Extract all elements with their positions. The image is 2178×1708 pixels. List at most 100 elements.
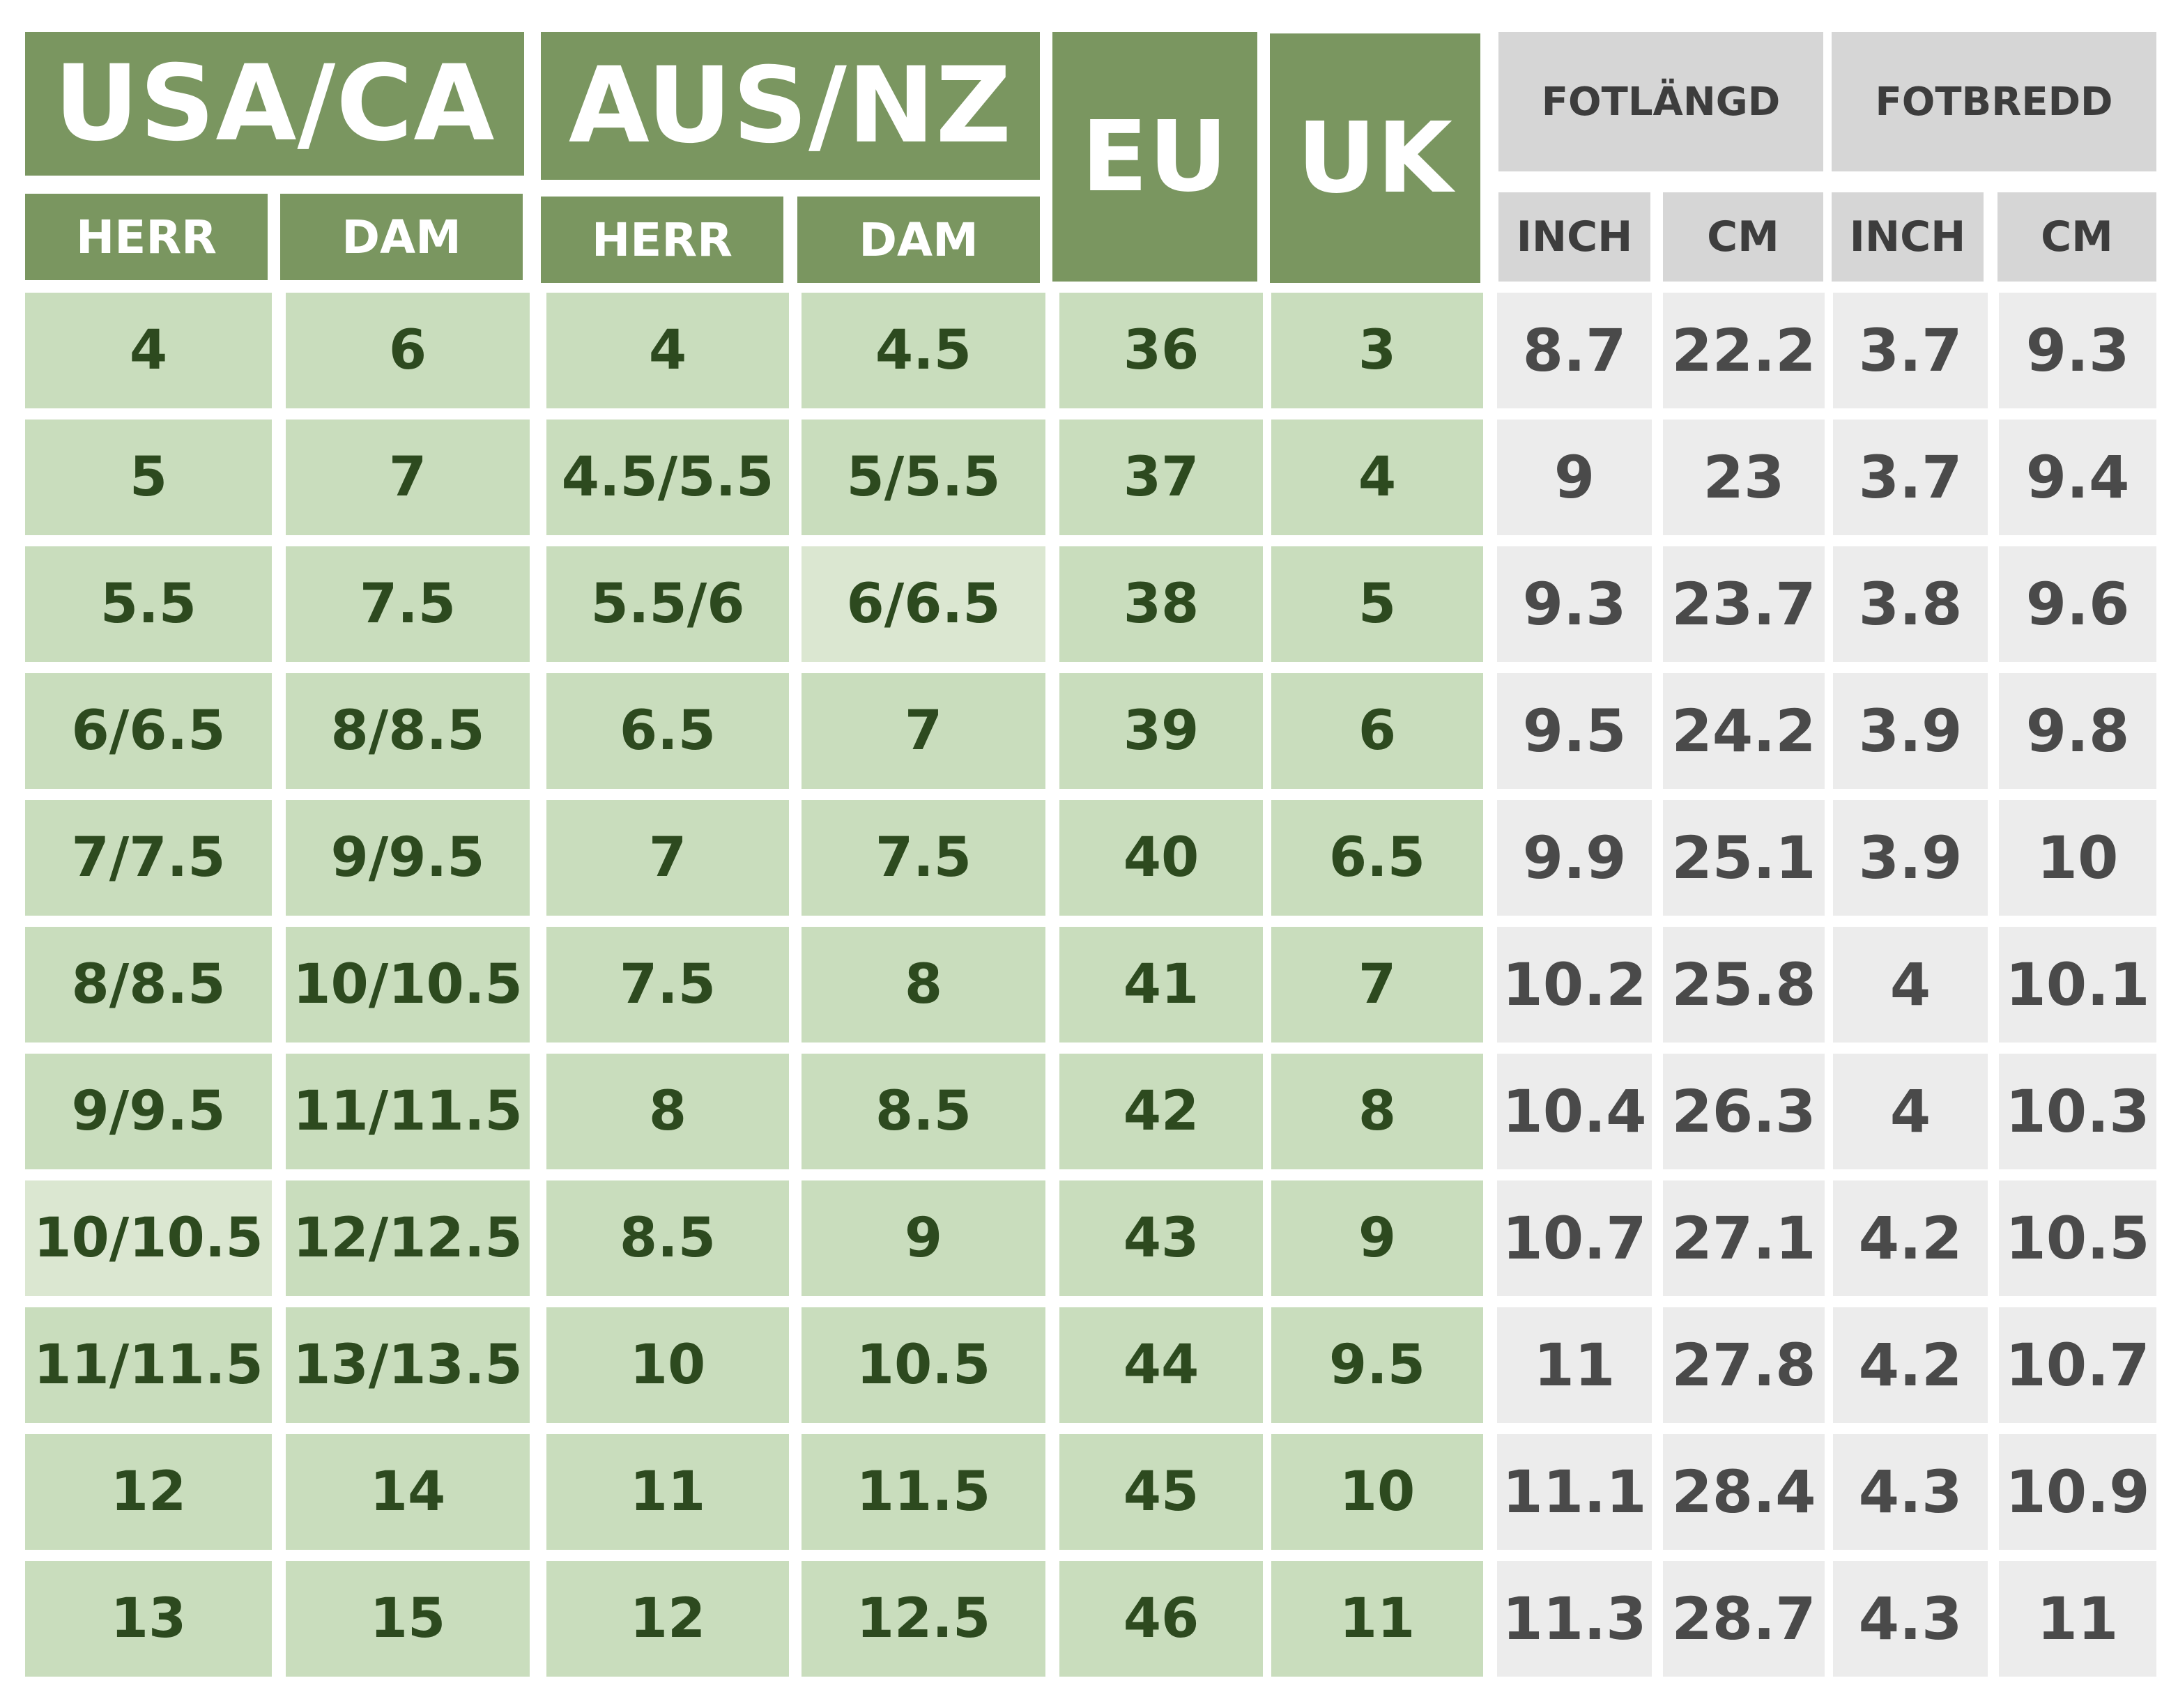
cell-fotlangd-inch: 10.7 (1497, 1180, 1652, 1296)
cell-usa-herr: 6/6.5 (25, 673, 272, 789)
cell-fotbredd-inch: 3.8 (1833, 546, 1988, 662)
cell-fotlangd-inch: 11 (1497, 1307, 1652, 1423)
cell-uk: 10 (1271, 1434, 1483, 1550)
cell-usa-herr: 12 (25, 1434, 272, 1550)
cell-usa-herr: 13 (25, 1561, 272, 1677)
cell-uk: 11 (1271, 1561, 1483, 1677)
cell-eu: 37 (1059, 420, 1263, 535)
subheader-aus-herr: HERR (541, 197, 783, 283)
subheader-usa-dam: DAM (280, 194, 523, 280)
cell-aus-dam: 4.5 (802, 293, 1045, 408)
cell-usa-dam: 14 (286, 1434, 530, 1550)
cell-fotbredd-inch: 4.2 (1833, 1307, 1988, 1423)
cell-fotbredd-cm: 10.1 (1999, 927, 2156, 1043)
cell-eu: 46 (1059, 1561, 1263, 1677)
cell-aus-herr: 8 (546, 1054, 789, 1169)
cell-usa-dam: 11/11.5 (286, 1054, 530, 1169)
subheader-fotlangd-cm: CM (1663, 192, 1823, 282)
cell-fotlangd-inch: 10.4 (1497, 1054, 1652, 1169)
cell-fotbredd-cm: 10.9 (1999, 1434, 2156, 1550)
cell-usa-dam: 8/8.5 (286, 673, 530, 789)
cell-fotbredd-inch: 4.3 (1833, 1434, 1988, 1550)
subheader-aus-dam: DAM (797, 197, 1040, 283)
cell-fotbredd-cm: 10.3 (1999, 1054, 2156, 1169)
subheader-fotlangd-inch: INCH (1498, 192, 1650, 282)
header-uk: UK (1270, 33, 1480, 283)
cell-aus-herr: 4.5/5.5 (546, 420, 789, 535)
cell-fotbredd-cm: 11 (1999, 1561, 2156, 1677)
header-eu: EU (1052, 32, 1257, 282)
cell-uk: 4 (1271, 420, 1483, 535)
cell-aus-dam: 7.5 (802, 800, 1045, 916)
cell-fotlangd-inch: 11.1 (1497, 1434, 1652, 1550)
cell-aus-dam: 5/5.5 (802, 420, 1045, 535)
cell-fotlangd-cm: 23 (1663, 420, 1825, 535)
subheader-fotbredd-inch: INCH (1832, 192, 1984, 282)
cell-aus-herr: 4 (546, 293, 789, 408)
cell-aus-dam: 11.5 (802, 1434, 1045, 1550)
cell-usa-herr: 5 (25, 420, 272, 535)
subheader-fotbredd-cm: CM (1997, 192, 2156, 282)
cell-usa-dam: 7 (286, 420, 530, 535)
cell-usa-herr: 10/10.5 (25, 1180, 272, 1296)
cell-usa-dam: 10/10.5 (286, 927, 530, 1043)
cell-fotlangd-inch: 9.3 (1497, 546, 1652, 662)
cell-aus-dam: 12.5 (802, 1561, 1045, 1677)
cell-aus-dam: 9 (802, 1180, 1045, 1296)
cell-fotbredd-inch: 3.9 (1833, 800, 1988, 916)
cell-usa-herr: 8/8.5 (25, 927, 272, 1043)
subheader-usa-herr: HERR (25, 194, 268, 280)
cell-usa-dam: 9/9.5 (286, 800, 530, 916)
cell-aus-dam: 7 (802, 673, 1045, 789)
cell-fotlangd-cm: 26.3 (1663, 1054, 1825, 1169)
cell-aus-dam: 10.5 (802, 1307, 1045, 1423)
cell-fotlangd-cm: 27.8 (1663, 1307, 1825, 1423)
cell-aus-herr: 11 (546, 1434, 789, 1550)
cell-fotbredd-inch: 4.3 (1833, 1561, 1988, 1677)
cell-aus-dam: 6/6.5 (802, 546, 1045, 662)
cell-fotbredd-cm: 10.7 (1999, 1307, 2156, 1423)
cell-fotlangd-inch: 8.7 (1497, 293, 1652, 408)
cell-eu: 43 (1059, 1180, 1263, 1296)
cell-usa-dam: 13/13.5 (286, 1307, 530, 1423)
cell-aus-herr: 6.5 (546, 673, 789, 789)
cell-aus-dam: 8.5 (802, 1054, 1045, 1169)
header-fotlangd: FOTLÄNGD (1498, 32, 1823, 171)
cell-fotbredd-cm: 9.8 (1999, 673, 2156, 789)
cell-usa-dam: 12/12.5 (286, 1180, 530, 1296)
cell-fotlangd-cm: 24.2 (1663, 673, 1825, 789)
header-usa-ca: USA/CA (25, 32, 524, 176)
cell-uk: 9 (1271, 1180, 1483, 1296)
cell-uk: 6.5 (1271, 800, 1483, 916)
header-aus-nz: AUS/NZ (541, 32, 1040, 180)
cell-fotlangd-cm: 25.1 (1663, 800, 1825, 916)
cell-fotbredd-cm: 9.6 (1999, 546, 2156, 662)
cell-fotlangd-cm: 23.7 (1663, 546, 1825, 662)
cell-fotbredd-inch: 4 (1833, 1054, 1988, 1169)
cell-eu: 40 (1059, 800, 1263, 916)
cell-fotbredd-cm: 9.3 (1999, 293, 2156, 408)
cell-fotbredd-cm: 10 (1999, 800, 2156, 916)
cell-fotbredd-inch: 4.2 (1833, 1180, 1988, 1296)
cell-fotlangd-cm: 28.4 (1663, 1434, 1825, 1550)
cell-eu: 45 (1059, 1434, 1263, 1550)
cell-fotlangd-inch: 9.9 (1497, 800, 1652, 916)
cell-aus-herr: 10 (546, 1307, 789, 1423)
cell-fotlangd-cm: 27.1 (1663, 1180, 1825, 1296)
cell-fotlangd-cm: 28.7 (1663, 1561, 1825, 1677)
cell-fotbredd-inch: 3.7 (1833, 420, 1988, 535)
cell-uk: 6 (1271, 673, 1483, 789)
cell-fotbredd-inch: 3.9 (1833, 673, 1988, 789)
cell-usa-herr: 5.5 (25, 546, 272, 662)
cell-eu: 44 (1059, 1307, 1263, 1423)
cell-aus-herr: 5.5/6 (546, 546, 789, 662)
cell-usa-herr: 11/11.5 (25, 1307, 272, 1423)
cell-uk: 9.5 (1271, 1307, 1483, 1423)
cell-usa-dam: 7.5 (286, 546, 530, 662)
cell-fotbredd-inch: 4 (1833, 927, 1988, 1043)
cell-aus-herr: 7.5 (546, 927, 789, 1043)
cell-fotbredd-cm: 9.4 (1999, 420, 2156, 535)
cell-fotlangd-inch: 11.3 (1497, 1561, 1652, 1677)
cell-fotlangd-cm: 25.8 (1663, 927, 1825, 1043)
cell-uk: 8 (1271, 1054, 1483, 1169)
